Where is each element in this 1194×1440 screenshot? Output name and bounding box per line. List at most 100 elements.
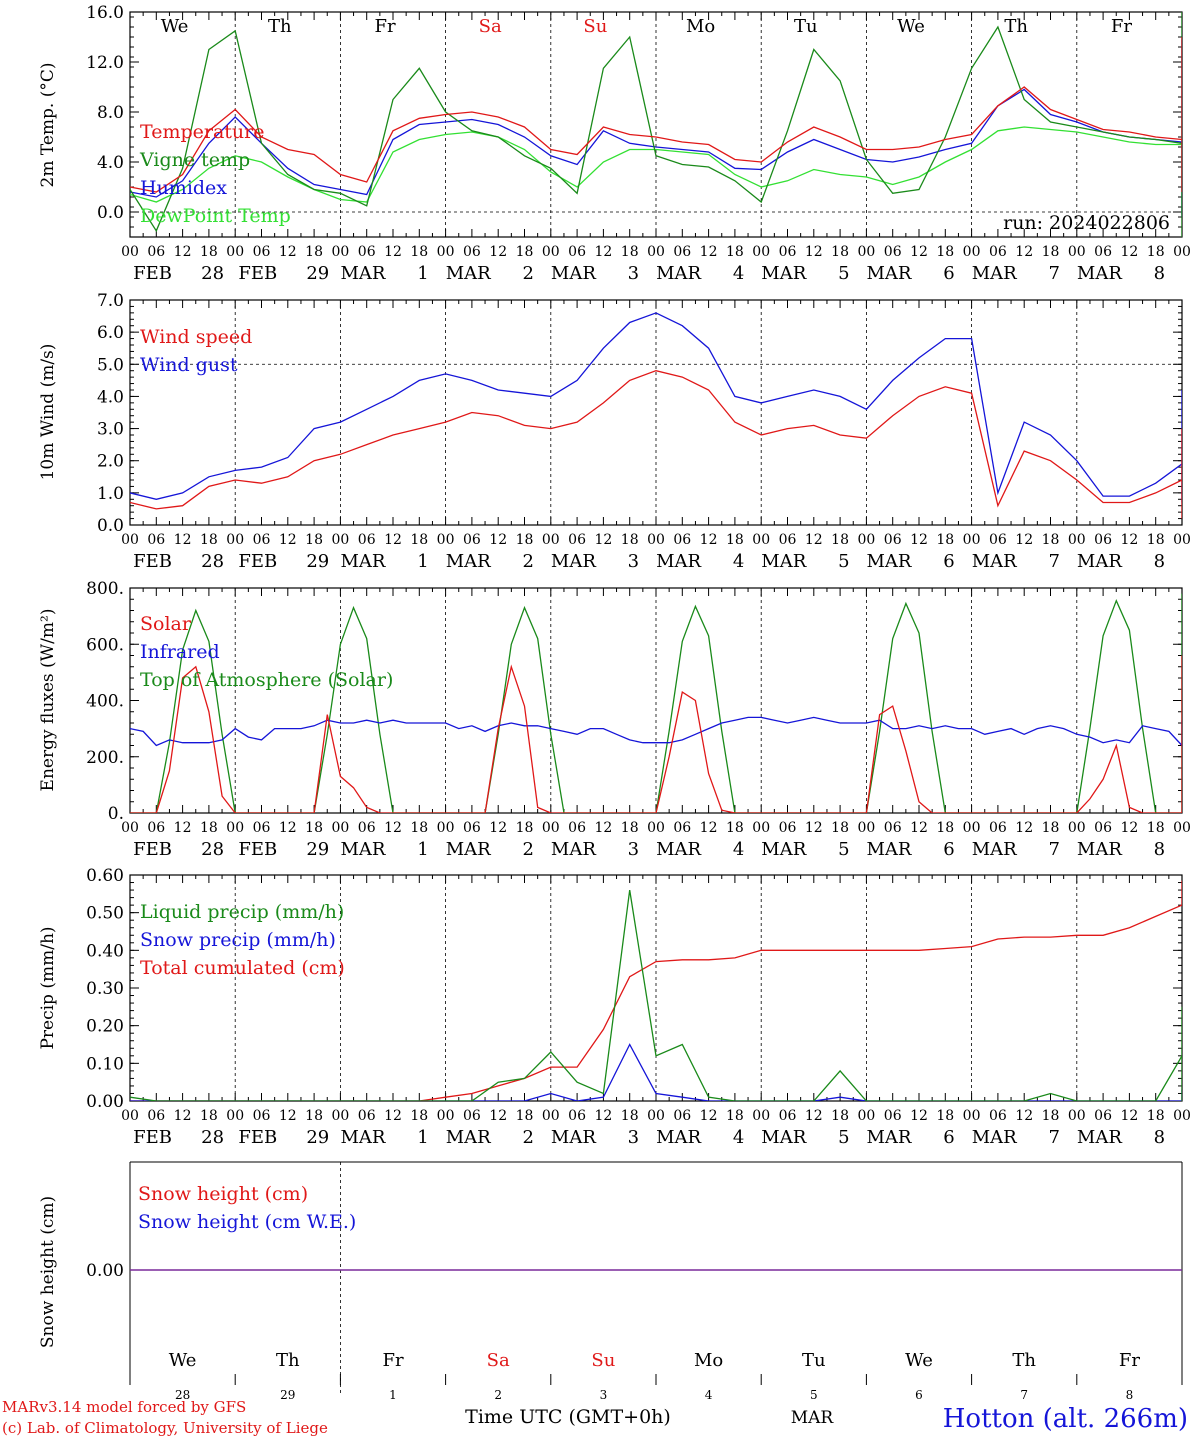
series-line-infrared — [130, 716, 1182, 747]
hour-tick-label: 06 — [463, 532, 481, 548]
hour-tick-label: 18 — [410, 244, 428, 260]
y-axis-label: Energy fluxes (W/m²) — [38, 609, 58, 792]
date-month-label: FEB — [238, 263, 277, 284]
date-month-label: MAR — [1077, 1127, 1122, 1148]
date-day-label: 28 — [201, 263, 224, 284]
date-month-label: MAR — [341, 263, 386, 284]
hour-tick-label: 18 — [621, 820, 639, 836]
hour-tick-label: 06 — [1094, 244, 1112, 260]
hour-tick-label: 18 — [516, 532, 534, 548]
hour-tick-label: 00 — [542, 244, 560, 260]
y-tick-label: 2.0 — [97, 452, 124, 472]
date-day-label: 7 — [1048, 1127, 1059, 1148]
hour-tick-label: 00 — [1068, 1108, 1086, 1124]
hour-tick-label: 12 — [1015, 820, 1033, 836]
y-tick-label: 800. — [86, 579, 124, 599]
date-day-label: 29 — [306, 1127, 329, 1148]
weekday-label: Su — [583, 16, 607, 37]
bottom-day-label: 5 — [810, 1388, 818, 1402]
hour-tick-label: 18 — [726, 1108, 744, 1124]
y-tick-label: 0.0 — [97, 516, 124, 536]
y-tick-label: 0.20 — [86, 1017, 124, 1037]
date-day-label: 4 — [733, 263, 744, 284]
legend-entry: Humidex — [140, 177, 227, 199]
hour-tick-label: 00 — [331, 1108, 349, 1124]
y-axis-label: 2m Temp. (°C) — [38, 62, 58, 187]
date-month-label: MAR — [867, 839, 912, 860]
hour-tick-label: 00 — [752, 244, 770, 260]
weekday-label: Fr — [1111, 16, 1132, 37]
hour-tick-label: 06 — [568, 244, 586, 260]
hour-tick-label: 12 — [174, 532, 192, 548]
hour-tick-label: 00 — [1173, 820, 1191, 836]
legend-entry: Wind gust — [140, 354, 238, 376]
bottom-weekday-label: Su — [591, 1350, 615, 1371]
y-axis-label: Precip (mm/h) — [38, 926, 58, 1049]
weekday-label: Sa — [479, 16, 502, 37]
y-tick-label: 0. — [108, 804, 124, 824]
date-day-label: 6 — [943, 839, 954, 860]
hour-tick-label: 12 — [805, 1108, 823, 1124]
hour-tick-label: 18 — [516, 1108, 534, 1124]
hour-tick-label: 18 — [305, 532, 323, 548]
hour-tick-label: 00 — [963, 820, 981, 836]
hour-tick-label: 12 — [910, 1108, 928, 1124]
hour-tick-label: 00 — [1068, 532, 1086, 548]
hour-tick-label: 00 — [647, 532, 665, 548]
date-day-label: 5 — [838, 1127, 849, 1148]
weekday-label: We — [897, 16, 925, 37]
date-day-label: 2 — [522, 551, 533, 572]
hour-tick-label: 12 — [279, 1108, 297, 1124]
panel-temp: 0.04.08.012.016.02m Temp. (°C)00 06 12 18 00… — [38, 3, 1191, 284]
date-month-label: MAR — [656, 839, 701, 860]
date-day-label: 8 — [1154, 263, 1165, 284]
hour-tick-label: 06 — [989, 532, 1007, 548]
hour-tick-label: 18 — [410, 532, 428, 548]
y-tick-label: 4.0 — [97, 387, 124, 407]
hour-tick-label: 06 — [568, 532, 586, 548]
hour-tick-label: 00 — [1068, 820, 1086, 836]
hour-tick-label: 18 — [726, 532, 744, 548]
y-tick-label: 0.0 — [97, 203, 124, 223]
hour-tick-label: 12 — [384, 532, 402, 548]
hour-tick-label: 18 — [1147, 244, 1165, 260]
bottom-month-label: MAR — [791, 1408, 835, 1428]
date-month-label: MAR — [867, 1127, 912, 1148]
hour-tick-label: 12 — [910, 532, 928, 548]
hour-tick-label: 06 — [253, 532, 271, 548]
hour-tick-label: 06 — [358, 820, 376, 836]
y-tick-label: 400. — [86, 692, 124, 712]
hour-tick-label: 06 — [673, 532, 691, 548]
hour-tick-label: 00 — [1173, 1108, 1191, 1124]
hour-tick-label: 12 — [489, 532, 507, 548]
date-month-label: MAR — [341, 551, 386, 572]
hour-tick-label: 12 — [279, 244, 297, 260]
hour-tick-label: 18 — [1042, 244, 1060, 260]
hour-tick-label: 12 — [594, 1108, 612, 1124]
hour-tick-label: 06 — [147, 532, 165, 548]
hour-tick-label: 18 — [726, 820, 744, 836]
y-tick-label: 0.60 — [86, 866, 124, 886]
weekday-label: We — [161, 16, 189, 37]
series-line-total-cumulated-cm- — [130, 880, 1182, 1101]
legend-entry: Total cumulated (cm) — [140, 957, 345, 979]
hour-tick-label: 00 — [437, 1108, 455, 1124]
date-day-label: 6 — [943, 1127, 954, 1148]
hour-tick-label: 06 — [884, 532, 902, 548]
hour-tick-label: 12 — [384, 244, 402, 260]
legend-entry: Solar — [140, 613, 192, 635]
date-month-label: MAR — [446, 839, 491, 860]
hour-tick-label: 12 — [1015, 1108, 1033, 1124]
hour-tick-label: 00 — [1068, 244, 1086, 260]
bottom-weekday-label: Tu — [802, 1350, 826, 1371]
hour-tick-label: 06 — [568, 1108, 586, 1124]
date-day-label: 5 — [838, 551, 849, 572]
y-tick-label: 0.50 — [86, 904, 124, 924]
legend-entry: Vigne temp — [139, 149, 250, 171]
hour-tick-label: 18 — [621, 1108, 639, 1124]
date-month-label: MAR — [1077, 839, 1122, 860]
hour-tick-label: 12 — [279, 820, 297, 836]
hour-tick-label: 12 — [174, 1108, 192, 1124]
y-tick-label: 8.0 — [97, 103, 124, 123]
weekday-label: Tu — [794, 16, 818, 37]
